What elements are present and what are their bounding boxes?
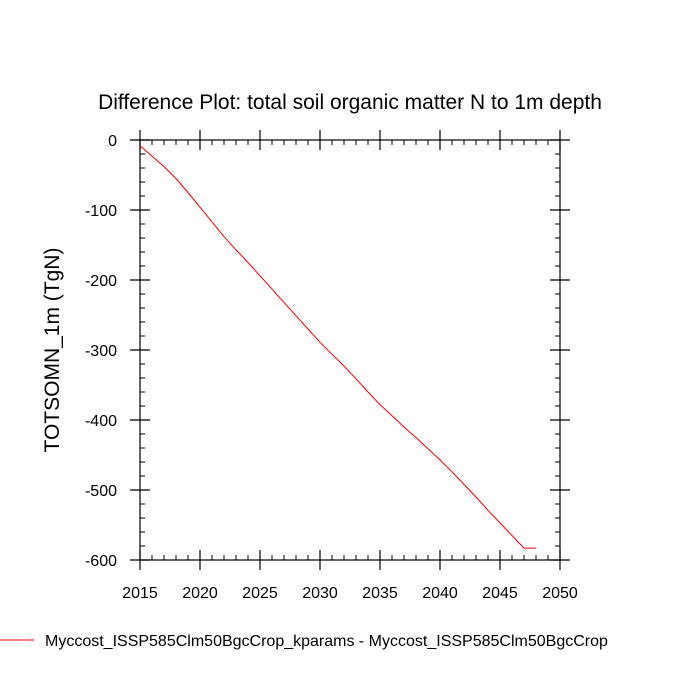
legend-label: Myccost_ISSP585Clm50BgcCrop_kparams - My…	[45, 633, 608, 650]
y-tick-label: -500	[85, 483, 117, 500]
x-tick-label: 2025	[242, 585, 278, 602]
major-ticks	[130, 130, 570, 570]
chart-title: Difference Plot: total soil organic matt…	[98, 91, 602, 114]
y-tick-labels: 0 -100 -200 -300 -400 -500 -600	[85, 133, 117, 570]
legend: Myccost_ISSP585Clm50BgcCrop_kparams - My…	[0, 633, 608, 650]
y-tick-label: -200	[85, 273, 117, 290]
y-axis-label: TOTSOMN_1m (TgN)	[41, 248, 64, 453]
x-tick-label: 2035	[362, 585, 398, 602]
y-tick-label: -400	[85, 413, 117, 430]
x-tick-labels: 2015 2020 2025 2030 2035 2040 2045 2050	[122, 585, 578, 602]
x-tick-label: 2045	[482, 585, 518, 602]
plot-area: 2015 2020 2025 2030 2035 2040 2045 2050 0 -100 -2…	[85, 130, 578, 602]
y-tick-label: -100	[85, 203, 117, 220]
y-tick-label: 0	[108, 133, 117, 150]
x-tick-label: 2015	[122, 585, 158, 602]
series-lines	[139, 145, 536, 549]
x-tick-label: 2030	[302, 585, 338, 602]
x-tick-label: 2020	[182, 585, 218, 602]
series-line	[139, 145, 536, 549]
y-tick-label: -300	[85, 343, 117, 360]
x-tick-label: 2040	[422, 585, 458, 602]
x-tick-label: 2050	[542, 585, 578, 602]
y-tick-label: -600	[85, 553, 117, 570]
